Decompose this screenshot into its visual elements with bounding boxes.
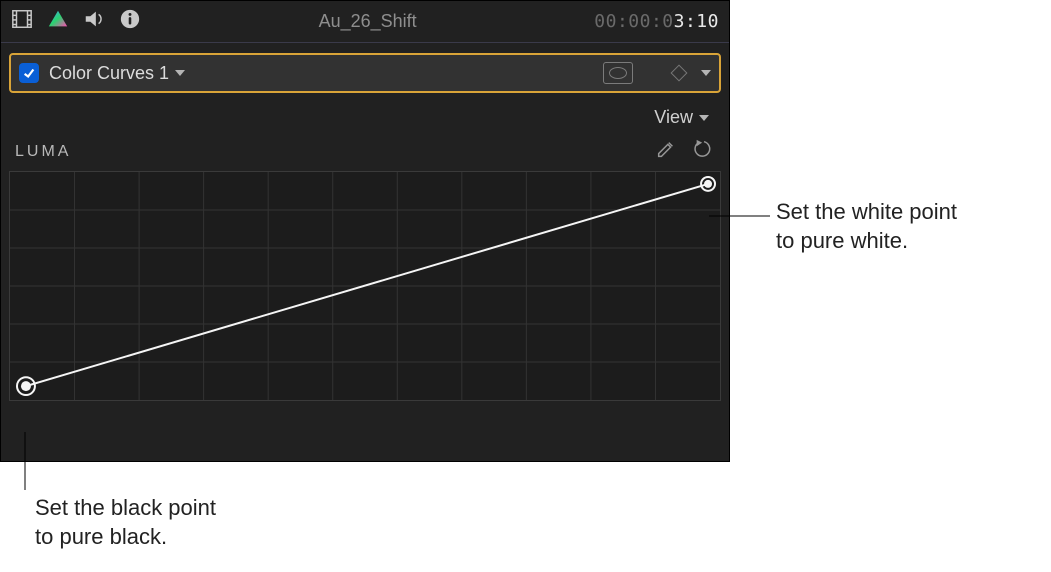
callout-white-line2: to pure white.	[776, 227, 957, 256]
inspector-panel: Au_26_Shift 00:00:03:10 Color Curves 1 V…	[0, 0, 730, 462]
clip-title: Au_26_Shift	[319, 11, 417, 32]
view-menu[interactable]: View	[1, 93, 729, 134]
callout-white-point: Set the white point to pure white.	[776, 198, 957, 255]
eyedropper-icon[interactable]	[655, 138, 677, 165]
audio-tab-icon[interactable]	[83, 8, 105, 35]
chevron-down-icon	[175, 70, 185, 76]
callout-black-line2: to pure black.	[35, 523, 216, 552]
keyframe-icon[interactable]	[671, 65, 688, 82]
callout-white-line1: Set the white point	[776, 198, 957, 227]
luma-curve-section: LUMA	[9, 138, 721, 401]
effect-name-dropdown[interactable]: Color Curves 1	[49, 63, 185, 84]
reset-icon[interactable]	[693, 138, 715, 165]
timecode-display: 00:00:03:10	[594, 11, 719, 32]
luma-curve-grid[interactable]	[9, 171, 721, 401]
effect-header-row[interactable]: Color Curves 1	[9, 53, 721, 93]
callout-black-point: Set the black point to pure black.	[35, 494, 216, 551]
effect-enable-checkbox[interactable]	[19, 63, 39, 83]
chevron-down-icon	[699, 115, 709, 121]
video-tab-icon[interactable]	[11, 8, 33, 35]
color-tab-icon[interactable]	[47, 8, 69, 35]
callout-black-line1: Set the black point	[35, 494, 216, 523]
info-tab-icon[interactable]	[119, 8, 141, 35]
effect-name-label: Color Curves 1	[49, 63, 169, 84]
view-menu-label: View	[654, 107, 693, 128]
mask-icon[interactable]	[603, 62, 633, 84]
timecode-dim: 00:00:0	[594, 11, 673, 32]
timecode-bright: 3:10	[674, 11, 719, 32]
preset-chevron-icon[interactable]	[701, 70, 711, 76]
inspector-tabs	[11, 8, 141, 35]
curve-header: LUMA	[9, 138, 721, 171]
inspector-topbar: Au_26_Shift 00:00:03:10	[1, 1, 729, 43]
curve-title: LUMA	[15, 143, 71, 161]
